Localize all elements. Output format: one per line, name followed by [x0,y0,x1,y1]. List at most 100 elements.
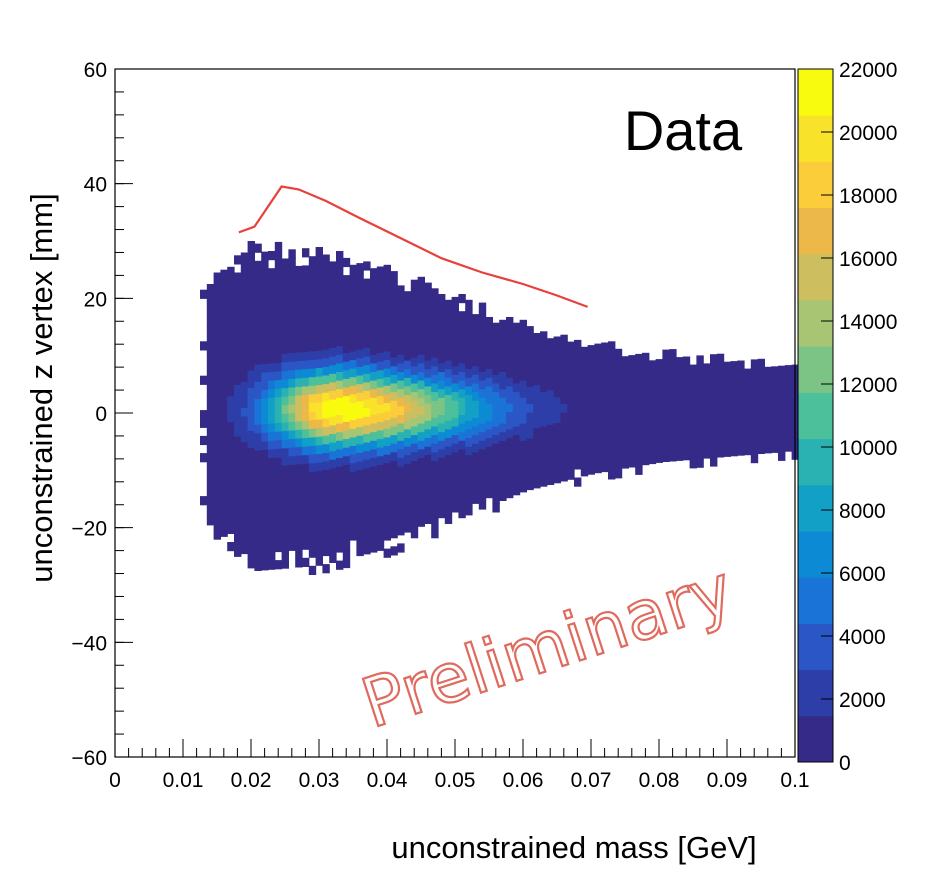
heatmap-cell [247,481,255,491]
heatmap-cell [336,371,344,381]
heatmap-cell [329,313,337,323]
heatmap-cell [410,443,419,453]
heatmap-cell [288,438,296,448]
heatmap-cell [274,241,283,252]
heatmap-cell [465,377,473,387]
heatmap-cell [342,455,351,465]
heatmap-cell [227,507,235,517]
heatmap-cell [601,454,609,464]
heatmap-cell [376,541,385,551]
heatmap-cell [716,379,725,389]
heatmap-cell [642,438,650,448]
heatmap-cell [397,414,405,424]
colorbar-tick-label: 12000 [839,374,897,397]
heatmap-cell [288,318,296,328]
heatmap-cell [424,334,432,344]
heatmap-cell [349,488,357,498]
heatmap-cell [608,375,616,385]
heatmap-cell [648,386,657,396]
heatmap-cell [655,427,663,438]
heatmap-cell [349,316,357,326]
heatmap-cell [730,421,738,431]
heatmap-cell [417,466,425,476]
heatmap-cell [336,526,344,536]
heatmap-cell [206,404,215,414]
heatmap-cell [274,345,283,355]
heatmap-cell [567,367,575,377]
heatmap-cell [247,301,255,311]
heatmap-cell [410,434,419,444]
heatmap-cell [417,414,425,424]
heatmap-cell [315,470,323,480]
heatmap-cell [390,408,398,418]
heatmap-cell [757,401,765,411]
heatmap-cell [240,441,249,451]
heatmap-cell [363,424,371,434]
heatmap-cell [662,375,670,385]
heatmap-cell [356,495,364,505]
heatmap-cell [268,388,276,398]
heatmap-cell [295,472,303,482]
heatmap-cell [308,522,317,532]
heatmap-cell [336,259,344,269]
heatmap-cell [553,422,561,432]
heatmap-cell [206,490,215,500]
heatmap-cell [213,306,221,317]
heatmap-cell [540,382,548,393]
heatmap-cell [506,437,514,447]
heatmap-cell [247,533,255,543]
heatmap-cell [438,414,446,424]
heatmap-cell [499,388,507,398]
heatmap-cell [376,524,385,534]
heatmap-cell [363,502,371,512]
heatmap-cell [336,440,344,450]
heatmap-cell [506,394,514,404]
heatmap-cell [363,442,371,452]
heatmap-cell [288,447,296,457]
heatmap-cell [302,411,310,421]
heatmap-cell [533,384,541,394]
heatmap-cell [247,456,255,466]
heatmap-cell [363,510,371,520]
heatmap-cell [302,437,310,447]
heatmap-cell [417,440,425,450]
heatmap-cell [478,380,487,390]
heatmap-cell [737,412,745,422]
heatmap-cell [213,530,221,540]
heatmap-cell [601,402,609,412]
heatmap-cell [608,384,616,394]
heatmap-cell [410,279,419,289]
heatmap-cell [206,284,215,294]
heatmap-cell [390,520,398,530]
colorbar-segment [798,369,833,393]
heatmap-cell [723,439,731,449]
heatmap-cell [438,448,446,458]
heatmap-cell [220,398,228,408]
heatmap-cell [268,345,276,355]
heatmap-cell [410,520,419,530]
heatmap-cell [465,394,473,404]
heatmap-cell [587,370,595,381]
heatmap-cell [349,514,357,524]
heatmap-cell [655,445,663,455]
heatmap-cell [587,422,595,432]
heatmap-cell [404,342,412,352]
heatmap-cell [390,434,398,444]
heatmap-cell [431,374,439,384]
heatmap-cell [356,323,364,333]
heatmap-cell [234,496,242,506]
heatmap-cell [621,459,629,469]
heatmap-cell [601,351,609,361]
heatmap-cell [594,360,602,370]
heatmap-cell [370,543,378,553]
heatmap-cell [295,515,303,525]
heatmap-cell [451,382,459,393]
heatmap-cell [669,417,677,428]
heatmap-cell [431,357,439,367]
x-tick-label: 0.1 [780,769,809,792]
heatmap-cell [356,271,364,281]
heatmap-cell [669,452,677,462]
heatmap-cell [268,457,276,467]
heatmap-cell [363,390,371,400]
heatmap-cell [404,377,412,387]
